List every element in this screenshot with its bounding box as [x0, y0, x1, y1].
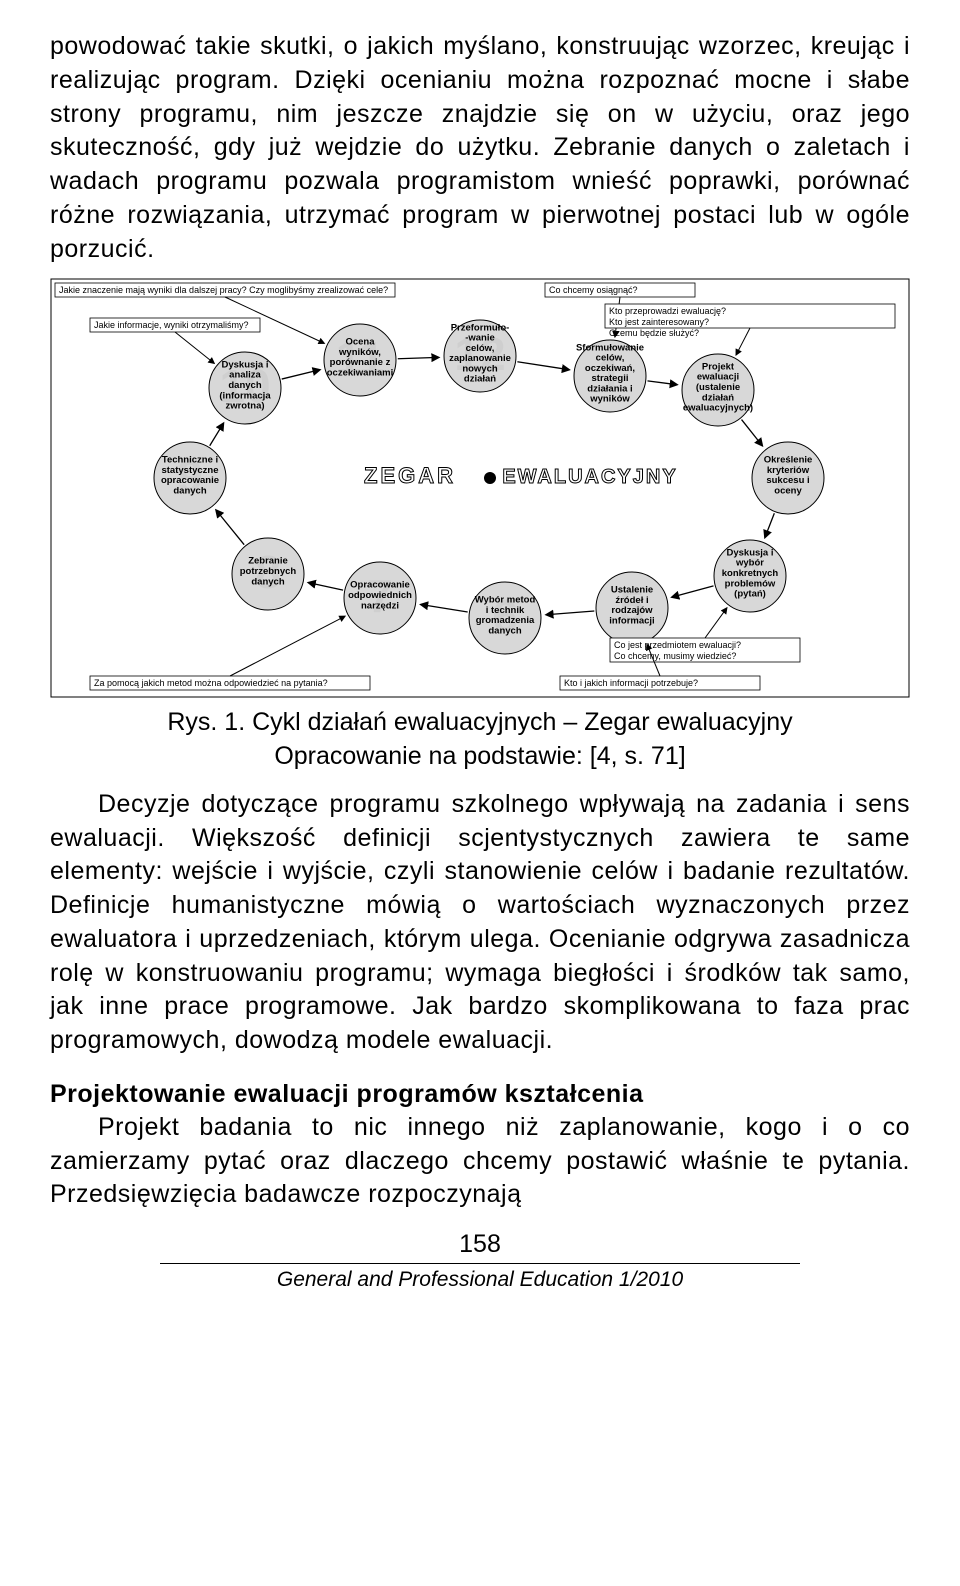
clock-node: 4Dyskusja iwybórkonkretnychproblemów(pyt… — [714, 540, 786, 612]
svg-text:Kto i jakich informacji potrze: Kto i jakich informacji potrzebuje? — [564, 678, 698, 688]
svg-text:Co jest przedmiotem ewaluacji?: Co jest przedmiotem ewaluacji? — [614, 640, 741, 650]
clock-node: 10Dyskusja ianalizadanych(informacjazwro… — [209, 352, 281, 424]
svg-text:ZEGAR: ZEGAR — [364, 463, 456, 488]
paragraph-1: powodować takie skutki, o jakich myślano… — [50, 30, 910, 266]
svg-text:Kto przeprowadzi ewaluację?: Kto przeprowadzi ewaluację? — [609, 306, 726, 316]
svg-text:Co chcemy, musimy wiedzieć?: Co chcemy, musimy wiedzieć? — [614, 651, 736, 661]
figure-caption: Rys. 1. Cykl działań ewaluacyjnych – Zeg… — [120, 706, 840, 774]
svg-text:zwrotna): zwrotna) — [225, 401, 264, 412]
clock-node: 1Sformułowaniecelów,oczekiwań,strategiid… — [574, 340, 646, 412]
clock-node: 2Projektewaluacji(ustaleniedziałańewalua… — [682, 354, 754, 426]
svg-text:Kto jest zainteresowany?: Kto jest zainteresowany? — [609, 317, 709, 327]
svg-text:Jakie informacje, wyniki otrzy: Jakie informacje, wyniki otrzymaliśmy? — [94, 320, 249, 330]
callout: Za pomocą jakich metod można odpowiedzie… — [90, 617, 370, 691]
svg-text:Za pomocą jakich metod można o: Za pomocą jakich metod można odpowiedzie… — [94, 678, 328, 688]
svg-text:oczekiwaniami: oczekiwaniami — [327, 368, 394, 379]
clock-node: 6Wybór metodi technikgromadzeniadanych — [469, 582, 541, 654]
callout: Kto przeprowadzi ewaluację?Kto jest zain… — [605, 304, 895, 355]
svg-text:działań: działań — [464, 374, 496, 385]
svg-text:wyników: wyników — [589, 394, 630, 405]
svg-text:informacji: informacji — [609, 616, 654, 627]
clock-node: 9Techniczne istatystyczneopracowaniedany… — [154, 442, 226, 514]
footer-divider — [160, 1263, 800, 1264]
clock-node: 5Ustalenieźródeł irodzajówinformacji — [596, 572, 668, 644]
evaluation-clock-svg: ZEGAR EWALUACYJNY 12Przeformuło--wanieceló… — [50, 278, 910, 698]
clock-node: 8Zebraniepotrzebnychdanych — [232, 538, 304, 610]
svg-text:ewaluacyjnych): ewaluacyjnych) — [683, 403, 753, 414]
clock-node: 11Ocenawyników,porównanie zoczekiwaniami — [324, 324, 396, 396]
clock-node: 3Określeniekryteriówsukcesu ioceny — [752, 442, 824, 514]
svg-text:danych: danych — [488, 626, 521, 637]
svg-text:Czemu będzie służyć?: Czemu będzie służyć? — [609, 328, 699, 338]
journal-footer: General and Professional Education 1/201… — [50, 1268, 910, 1292]
paragraph-3: Projekt badania to nic innego niż zaplan… — [50, 1111, 910, 1212]
evaluation-clock-figure: ZEGAR EWALUACYJNY 12Przeformuło--wanieceló… — [50, 278, 910, 698]
page-number: 158 — [50, 1230, 910, 1259]
section-heading: Projektowanie ewaluacji programów kształ… — [50, 1080, 910, 1109]
svg-text:(pytań): (pytań) — [734, 589, 766, 600]
svg-text:EWALUACYJNY: EWALUACYJNY — [502, 466, 677, 488]
clock-node: 12Przeformuło--waniecelów,zaplanowanieno… — [444, 320, 516, 392]
paragraph-2: Decyzje dotyczące programu szkolnego wpł… — [50, 788, 910, 1058]
clock-node: 7Opracowanieodpowiednichnarzędzi — [344, 562, 416, 634]
svg-text:narzędzi: narzędzi — [361, 601, 399, 612]
svg-text:danych: danych — [251, 577, 284, 588]
svg-text:Jakie znaczenie mają wyniki dl: Jakie znaczenie mają wyniki dla dalszej … — [59, 285, 388, 295]
svg-text:danych: danych — [173, 486, 206, 497]
svg-text:Co chcemy osiągnąć?: Co chcemy osiągnąć? — [549, 285, 638, 295]
svg-text:oceny: oceny — [774, 486, 802, 497]
